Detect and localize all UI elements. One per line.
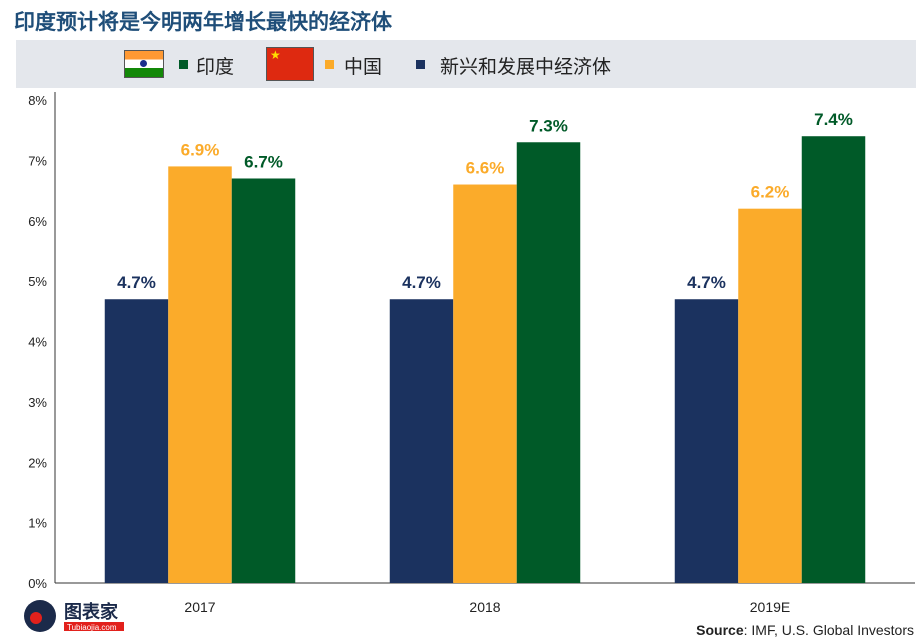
y-tick-label: 2% [28, 455, 47, 470]
india-flag-icon [124, 50, 164, 78]
data-label: 6.7% [244, 152, 283, 171]
source-note: Source: IMF, U.S. Global Investors [696, 622, 914, 638]
bar [674, 299, 739, 583]
y-tick-label: 5% [28, 274, 47, 289]
y-tick-label: 1% [28, 516, 47, 531]
bar [104, 299, 169, 583]
x-tick-label: 2017 [184, 599, 215, 615]
data-label: 7.4% [814, 110, 853, 129]
legend-swatch-emerging [416, 60, 425, 69]
legend-label-india: 印度 [196, 57, 235, 78]
x-tick-label: 2018 [469, 599, 500, 615]
legend: 印度 ★ 中国 新兴和发展中经济体 [16, 40, 916, 88]
legend-label-emerging: 新兴和发展中经济体 [440, 57, 612, 78]
y-tick-label: 0% [28, 576, 47, 591]
y-tick-label: 3% [28, 395, 47, 410]
svg-text:图表家: 图表家 [64, 601, 119, 622]
data-label: 6.6% [466, 159, 505, 178]
data-label: 4.7% [402, 273, 441, 292]
x-tick-label: 2019E [750, 599, 790, 615]
y-tick-label: 6% [28, 214, 47, 229]
bar [389, 299, 454, 583]
data-label: 4.7% [687, 273, 726, 292]
y-tick-label: 4% [28, 335, 47, 350]
legend-swatch-china [325, 60, 334, 69]
y-tick-label: 7% [28, 153, 47, 168]
china-flag-icon: ★ [266, 47, 314, 81]
bar [168, 166, 232, 583]
svg-text:Tubiaojia.com: Tubiaojia.com [67, 623, 117, 632]
chart-title: 印度预计将是今明两年增长最快的经济体 [14, 11, 392, 34]
legend-swatch-india [179, 60, 188, 69]
bar [738, 208, 802, 584]
data-label: 6.2% [751, 183, 790, 202]
data-label: 6.9% [181, 140, 220, 159]
logo: 图表家 Tubiaojia.com [22, 598, 152, 639]
data-label: 7.3% [529, 116, 568, 135]
bar [801, 136, 866, 583]
data-label: 4.7% [117, 273, 156, 292]
legend-label-china: 中国 [344, 57, 383, 78]
bar [453, 184, 517, 583]
y-tick-label: 8% [28, 93, 47, 108]
bar [516, 142, 581, 583]
bar [231, 178, 296, 584]
